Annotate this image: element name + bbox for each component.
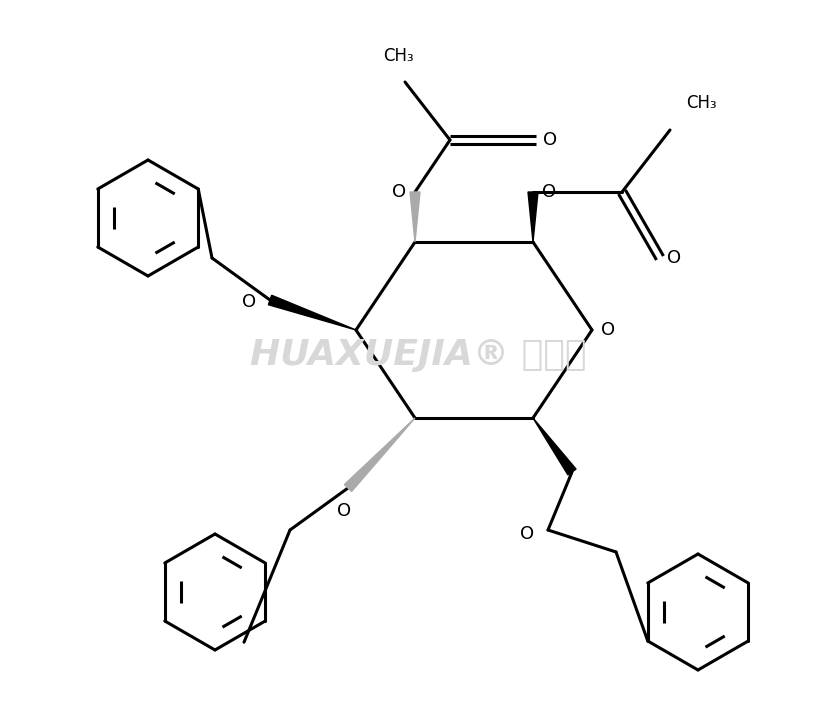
Text: HUAXUEJIA® 化学加: HUAXUEJIA® 化学加	[250, 338, 586, 372]
Text: O: O	[667, 249, 681, 267]
Text: CH₃: CH₃	[383, 47, 413, 65]
Text: O: O	[543, 131, 557, 149]
Polygon shape	[410, 192, 420, 242]
Text: O: O	[392, 183, 406, 201]
Text: O: O	[601, 321, 615, 339]
Text: O: O	[242, 293, 256, 311]
Polygon shape	[533, 418, 576, 475]
Polygon shape	[344, 418, 415, 491]
Polygon shape	[528, 192, 538, 242]
Text: CH₃: CH₃	[686, 94, 716, 112]
Text: O: O	[542, 183, 556, 201]
Text: O: O	[337, 502, 351, 520]
Polygon shape	[268, 295, 356, 330]
Text: O: O	[520, 525, 534, 543]
